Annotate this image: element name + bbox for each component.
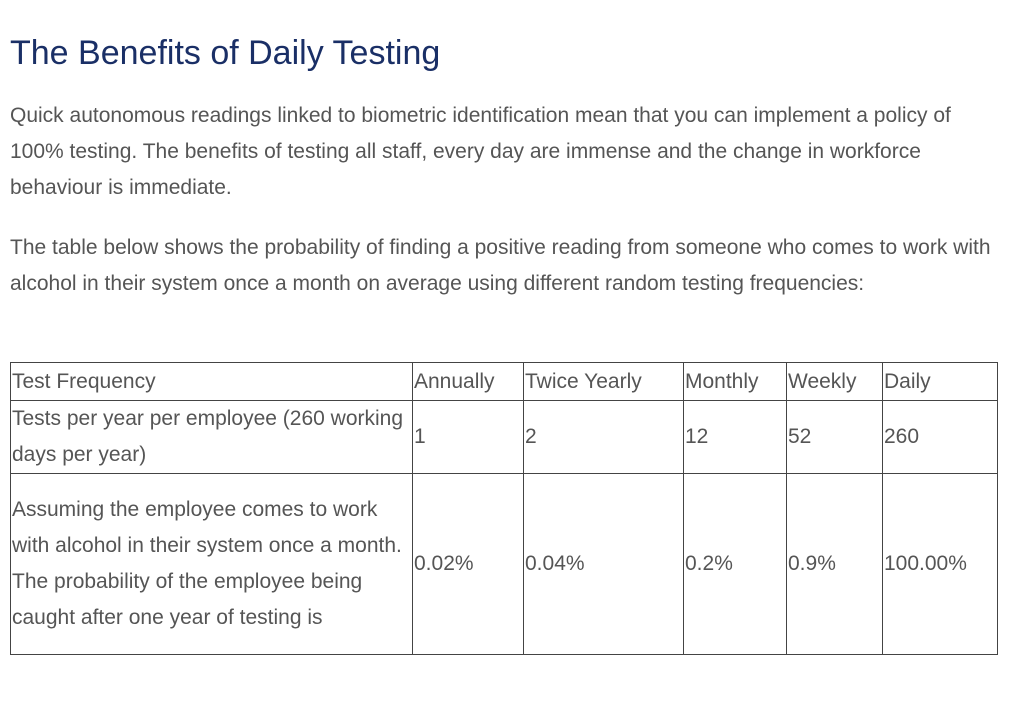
table-row: Tests per year per employee (260 working…	[10, 400, 998, 474]
table-cell: 0.04%	[523, 473, 684, 655]
header-cell-monthly: Monthly	[683, 362, 787, 401]
table-cell: 12	[683, 400, 787, 474]
row-label-probability: Assuming the employee comes to work with…	[10, 473, 413, 655]
table-cell: 100.00%	[882, 473, 998, 655]
table-cell: 2	[523, 400, 684, 474]
intro-paragraph: Quick autonomous readings linked to biom…	[10, 104, 951, 199]
table-cell: 260	[882, 400, 998, 474]
table-header-row: Test Frequency Annually Twice Yearly Mon…	[10, 362, 998, 401]
table-description-paragraph: The table below shows the probability of…	[10, 236, 991, 295]
page-title: The Benefits of Daily Testing	[10, 34, 441, 72]
table-cell: 1	[412, 400, 524, 474]
header-cell-weekly: Weekly	[786, 362, 883, 401]
table-row: Assuming the employee comes to work with…	[10, 473, 998, 655]
table-cell: 0.2%	[683, 473, 787, 655]
header-cell-test-frequency: Test Frequency	[10, 362, 413, 401]
row-label-tests-per-year: Tests per year per employee (260 working…	[10, 400, 413, 474]
table-cell: 52	[786, 400, 883, 474]
table-cell: 0.9%	[786, 473, 883, 655]
testing-frequency-table: Test Frequency Annually Twice Yearly Mon…	[10, 362, 998, 655]
header-cell-annually: Annually	[412, 362, 524, 401]
header-cell-daily: Daily	[882, 362, 998, 401]
table-cell: 0.02%	[412, 473, 524, 655]
header-cell-twice-yearly: Twice Yearly	[523, 362, 684, 401]
